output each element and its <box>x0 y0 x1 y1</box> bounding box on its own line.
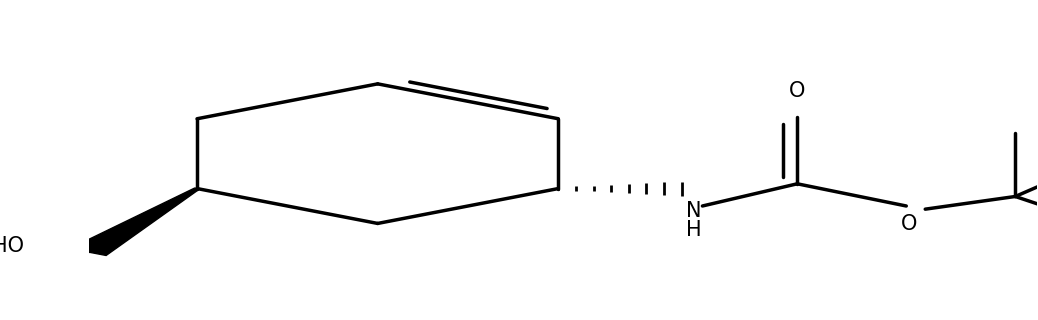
Polygon shape <box>70 188 199 255</box>
Text: H: H <box>686 220 702 240</box>
Text: HO: HO <box>0 236 24 256</box>
Text: O: O <box>789 81 805 101</box>
Text: O: O <box>901 214 918 234</box>
Text: N: N <box>686 201 702 221</box>
